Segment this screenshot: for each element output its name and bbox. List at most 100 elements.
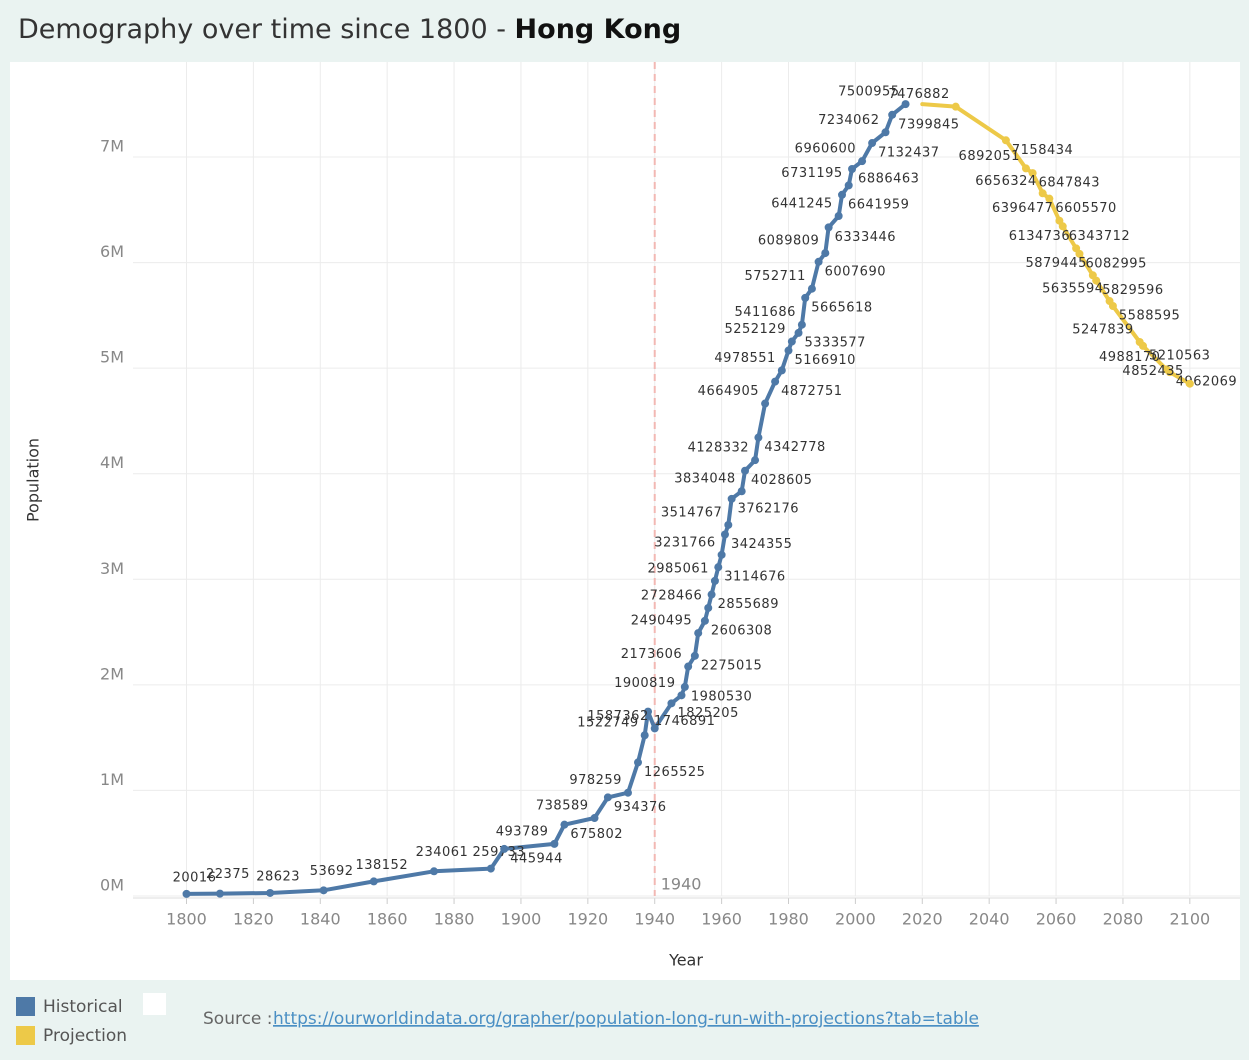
value-label: 6082995 bbox=[1085, 256, 1146, 271]
value-label: 7476882 bbox=[888, 87, 949, 102]
data-point bbox=[771, 377, 780, 386]
y-tick-label: 5M bbox=[100, 348, 124, 367]
x-tick-label: 2080 bbox=[1103, 910, 1144, 929]
value-label: 5210563 bbox=[1149, 348, 1210, 363]
legend-blank bbox=[143, 993, 166, 1015]
data-point bbox=[1021, 164, 1030, 173]
value-label: 4872751 bbox=[781, 384, 842, 399]
data-point bbox=[737, 487, 746, 496]
data-point bbox=[680, 682, 689, 691]
value-label: 6731195 bbox=[781, 166, 842, 181]
legend-label: Historical bbox=[43, 997, 123, 1017]
x-tick-label: 2040 bbox=[969, 910, 1010, 929]
data-point bbox=[603, 793, 612, 802]
data-point bbox=[824, 223, 833, 232]
data-point bbox=[858, 157, 867, 166]
reference-label: 1940 bbox=[661, 875, 702, 894]
data-point bbox=[838, 190, 847, 199]
value-label: 1522749 bbox=[577, 716, 638, 731]
y-tick-label: 0M bbox=[100, 876, 124, 895]
data-point bbox=[724, 520, 733, 529]
value-label: 2728466 bbox=[641, 588, 702, 603]
value-label: 6343712 bbox=[1069, 229, 1130, 244]
x-tick-label: 1900 bbox=[501, 910, 542, 929]
data-point bbox=[888, 110, 897, 119]
value-label: 6134736 bbox=[1009, 229, 1070, 244]
data-point bbox=[623, 788, 632, 797]
value-label: 22375 bbox=[206, 867, 250, 882]
value-label: 4028605 bbox=[751, 473, 812, 488]
source-url[interactable]: https://ourworldindata.org/grapher/popul… bbox=[273, 1009, 979, 1029]
value-label: 5252129 bbox=[724, 322, 785, 337]
x-tick-label: 2060 bbox=[1036, 910, 1077, 929]
data-point bbox=[784, 346, 793, 355]
data-point bbox=[694, 629, 703, 638]
data-point bbox=[777, 366, 786, 375]
value-label: 4128332 bbox=[688, 441, 749, 456]
data-point bbox=[319, 886, 328, 895]
data-point bbox=[429, 867, 438, 876]
data-point bbox=[590, 814, 599, 823]
y-tick-label: 6M bbox=[100, 242, 124, 261]
value-label: 1746891 bbox=[654, 714, 715, 729]
data-point bbox=[794, 328, 803, 337]
value-label: 234061 bbox=[416, 845, 469, 860]
data-point bbox=[182, 889, 191, 898]
value-label: 7158434 bbox=[1012, 143, 1073, 158]
x-tick-label: 2020 bbox=[902, 910, 943, 929]
value-label: 5752711 bbox=[745, 269, 806, 284]
value-label: 6396477 bbox=[992, 201, 1053, 216]
data-point bbox=[848, 164, 857, 173]
value-label: 138152 bbox=[355, 858, 408, 873]
chart-panel bbox=[10, 62, 1240, 980]
data-point bbox=[707, 590, 716, 599]
data-point bbox=[951, 102, 960, 111]
y-tick-label: 7M bbox=[100, 137, 124, 156]
value-label: 1900819 bbox=[614, 676, 675, 691]
source-link[interactable]: https://ourworldindata.org/grapher/popul… bbox=[273, 1009, 979, 1029]
data-point bbox=[797, 320, 806, 329]
value-label: 6333446 bbox=[835, 230, 896, 245]
value-label: 4978551 bbox=[714, 351, 775, 366]
data-point bbox=[644, 707, 653, 716]
value-label: 3762176 bbox=[738, 501, 799, 516]
data-point bbox=[550, 839, 559, 848]
value-label: 675802 bbox=[570, 827, 623, 842]
chart-title: Demography over time since 1800 - Hong K… bbox=[18, 14, 681, 45]
x-tick-label: 1860 bbox=[367, 910, 408, 929]
x-tick-label: 1840 bbox=[300, 910, 341, 929]
value-label: 6847843 bbox=[1039, 176, 1100, 191]
value-label: 3231766 bbox=[654, 535, 715, 550]
data-point bbox=[741, 466, 750, 475]
data-point bbox=[677, 691, 686, 700]
data-point bbox=[667, 699, 676, 708]
value-label: 6605570 bbox=[1055, 201, 1116, 216]
value-label: 4962069 bbox=[1176, 375, 1237, 390]
y-axis-title: Population bbox=[24, 438, 43, 522]
data-point bbox=[801, 293, 810, 302]
value-label: 4988170 bbox=[1099, 350, 1160, 365]
data-point bbox=[1028, 169, 1037, 178]
value-label: 5333577 bbox=[805, 335, 866, 350]
value-label: 259733 bbox=[473, 845, 526, 860]
value-label: 445944 bbox=[510, 851, 563, 866]
x-tick-label: 1980 bbox=[768, 910, 809, 929]
value-label: 5635594 bbox=[1042, 282, 1103, 297]
data-point bbox=[1108, 302, 1117, 311]
value-label: 2855689 bbox=[718, 597, 779, 612]
value-label: 5588595 bbox=[1119, 309, 1180, 324]
x-tick-label: 1800 bbox=[166, 910, 207, 929]
value-label: 53692 bbox=[310, 864, 354, 879]
value-label: 6886463 bbox=[858, 171, 919, 186]
value-label: 2490495 bbox=[631, 614, 692, 629]
value-label: 4852435 bbox=[1122, 364, 1183, 379]
data-point bbox=[560, 820, 569, 829]
data-point bbox=[727, 494, 736, 503]
value-label: 3834048 bbox=[674, 472, 735, 487]
x-axis-title: Year bbox=[668, 951, 703, 970]
value-label: 7234062 bbox=[818, 113, 879, 128]
value-label: 6892051 bbox=[959, 149, 1020, 164]
legend-swatch bbox=[16, 1026, 35, 1045]
series-connector bbox=[920, 102, 958, 109]
